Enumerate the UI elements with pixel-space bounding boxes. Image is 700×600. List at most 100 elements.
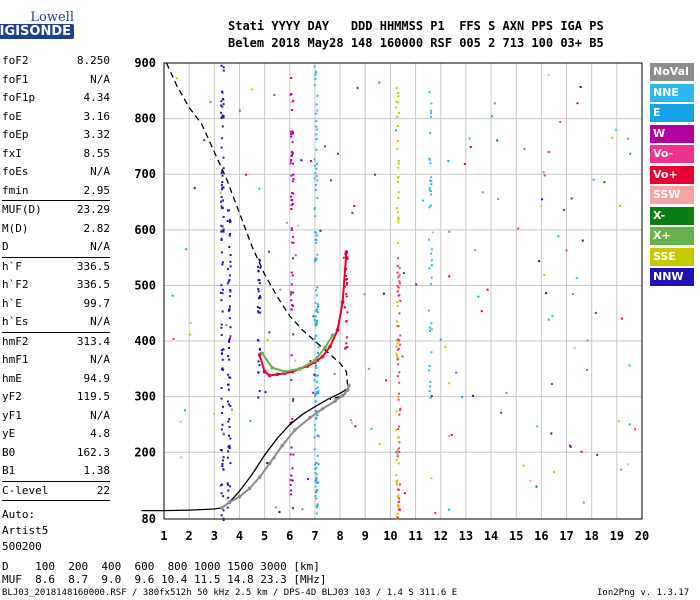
echo-dot — [395, 451, 398, 454]
echo-dot — [292, 235, 295, 238]
echo-dot — [529, 479, 532, 482]
echo-dot — [289, 421, 292, 424]
echo-dot — [289, 484, 292, 487]
echo-dot — [477, 295, 480, 298]
echo-dot — [378, 81, 381, 84]
echo-dot — [430, 180, 433, 183]
echo-dot — [314, 215, 317, 218]
x-tick-label: 2 — [186, 529, 193, 543]
echo-dot — [428, 158, 431, 161]
echo-dot — [238, 109, 241, 112]
echo-dot — [395, 410, 398, 413]
echo-dot — [415, 283, 418, 286]
echo-dot — [398, 497, 401, 500]
echo-dot — [256, 339, 259, 342]
echo-dot — [231, 408, 234, 411]
param-value: 3.16 — [83, 109, 111, 123]
echo-dot — [345, 278, 348, 281]
echo-dot — [563, 209, 566, 212]
echo-dot — [316, 286, 319, 289]
legend-ssw: SSW — [650, 186, 694, 204]
echo-dot — [316, 351, 319, 354]
echo-dot — [290, 378, 293, 381]
echo-dot — [315, 391, 318, 394]
echo-dot — [398, 312, 401, 315]
trace-point — [320, 354, 325, 359]
param-row: h`F2 336.5 — [2, 276, 110, 295]
echo-dot — [290, 227, 293, 230]
param-name: hmF2 — [2, 334, 29, 348]
echo-dot — [229, 326, 232, 329]
echo-dot — [315, 103, 318, 106]
trace-point — [340, 300, 345, 304]
echo-dot — [429, 132, 432, 135]
param-row: C-level 22 — [2, 482, 110, 501]
parameter-panel: foF2 8.250 foF1 N/A foF1p 4.34 foE 3.16 foEp 3.32… — [2, 52, 110, 555]
echo-dot — [259, 296, 262, 299]
echo-dot — [396, 449, 399, 452]
echo-dot — [356, 86, 359, 89]
trace-point — [320, 407, 325, 411]
trace-point — [328, 344, 332, 349]
param-value: 336.5 — [76, 259, 110, 273]
echo-dot — [228, 317, 231, 320]
trace-point — [260, 351, 264, 356]
echo-dot — [522, 464, 525, 467]
echo-dot — [396, 271, 399, 274]
echo-dot — [315, 189, 318, 192]
echo-dot — [336, 152, 339, 155]
echo-dot — [480, 310, 483, 313]
echo-dot — [258, 348, 261, 351]
echo-dot — [403, 492, 406, 495]
echo-dot — [221, 181, 224, 184]
param-row: yF2 119.5 — [2, 388, 110, 407]
echo-dot — [313, 158, 316, 161]
echo-dot — [536, 425, 539, 428]
echo-dot — [627, 463, 630, 466]
echo-dot — [221, 225, 224, 228]
echo-dot — [517, 227, 520, 230]
echo-dot — [228, 485, 231, 488]
echo-dot — [396, 324, 399, 327]
echo-dot — [222, 156, 225, 159]
echo-dot — [222, 69, 225, 72]
echo-dot — [316, 128, 319, 131]
echo-dot — [228, 358, 231, 361]
echo-dot — [228, 447, 231, 450]
echo-dot — [315, 461, 318, 464]
echo-dot — [397, 159, 400, 162]
echo-dot — [542, 171, 545, 174]
auto-line: Artist5 — [2, 524, 49, 537]
echo-dot — [463, 163, 466, 166]
echo-dot — [226, 482, 229, 485]
echo-dot — [575, 277, 578, 280]
echo-dot — [373, 173, 376, 176]
echo-dot — [279, 288, 282, 291]
echo-dot — [313, 318, 316, 321]
echo-dot — [396, 358, 399, 361]
echo-dot — [402, 271, 405, 274]
echo-dot — [603, 181, 606, 184]
echo-dot — [397, 218, 400, 221]
echo-dot — [313, 231, 316, 234]
auto-line: 500200 — [2, 540, 42, 553]
echo-dot — [396, 115, 399, 118]
echo-dot — [228, 444, 231, 447]
echo-dot — [227, 450, 230, 453]
param-row: h`E 99.7 — [2, 295, 110, 314]
echo-dot — [565, 249, 568, 252]
echo-dot — [222, 66, 225, 69]
trace-point — [345, 388, 350, 392]
echo-dot — [497, 197, 500, 200]
echo-dot — [398, 274, 401, 277]
echo-dot — [258, 282, 261, 285]
echo-dot — [292, 398, 295, 401]
echo-dot — [290, 174, 293, 177]
echo-dot — [228, 279, 231, 282]
echo-dot — [229, 376, 232, 379]
echo-dot — [229, 254, 232, 257]
echo-dot — [220, 299, 223, 302]
x-tick-label: 9 — [362, 529, 369, 543]
param-name: h`Es — [2, 315, 29, 328]
echo-dot — [313, 337, 316, 340]
